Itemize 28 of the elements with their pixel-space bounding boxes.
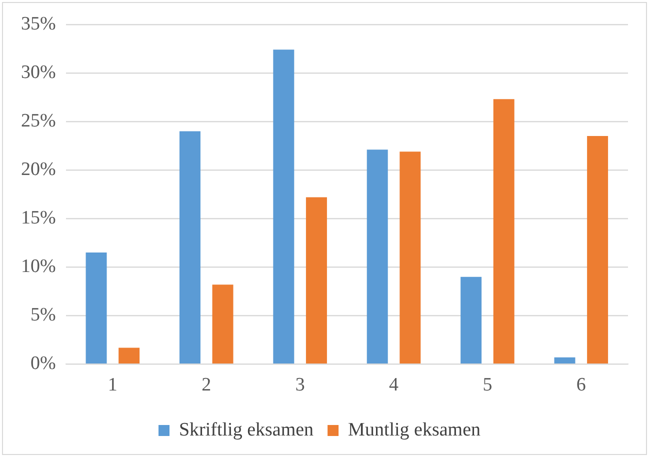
bar: [366, 150, 388, 364]
x-tick-label: 4: [389, 374, 400, 396]
bar: [86, 252, 107, 364]
bar: [587, 136, 608, 364]
y-tick-label: 5%: [30, 304, 56, 326]
bar: [493, 99, 514, 364]
x-tick-label: 5: [482, 374, 492, 396]
bar: [273, 50, 294, 364]
y-tick-label: 15%: [21, 208, 56, 229]
y-tick-label: 10%: [21, 256, 56, 278]
bar: [212, 284, 234, 364]
y-tick-label: 30%: [21, 62, 56, 83]
bar: [118, 348, 140, 364]
x-tick-label: 6: [576, 374, 586, 396]
y-tick-label: 35%: [21, 13, 56, 34]
bar: [554, 357, 576, 364]
x-tick-label: 1: [108, 374, 118, 396]
x-tick-label: 3: [295, 374, 305, 396]
y-tick-label: 0%: [30, 353, 56, 374]
y-tick-label: 25%: [21, 110, 56, 132]
x-tick-label: 2: [202, 374, 212, 396]
bar: [306, 197, 327, 364]
y-tick-label: 20%: [21, 159, 56, 180]
legend-label: Muntlig eksamen: [348, 419, 482, 440]
bar: [400, 152, 421, 364]
legend-label: Skriftlig eksamen: [178, 419, 314, 440]
bar: [460, 276, 482, 364]
bar: [179, 131, 200, 364]
